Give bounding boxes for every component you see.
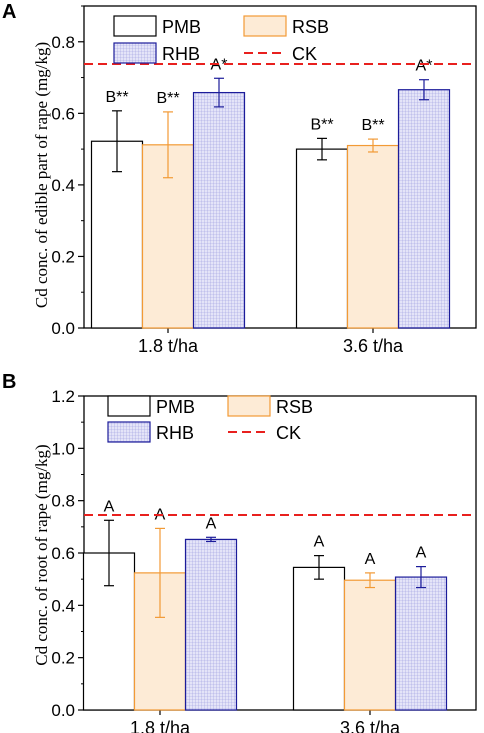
panel-b-significance-label: A <box>416 545 427 562</box>
panel-a-chart: 0.0 0.2 0.4 0.6 0.8 1.8 t/ha 3.6 t/ha B** B** B**… <box>51 5 477 356</box>
panel-a-legend-label: RSB <box>292 17 329 37</box>
panel-a-legend-swatch-pmb <box>113 15 157 37</box>
panel-b-bar-rhb <box>184 538 238 711</box>
panel-a-category-label: 1.8 t/ha <box>138 336 199 356</box>
panel-b-category-label: 1.8 t/ha <box>130 718 191 733</box>
panel-b-significance-label: A <box>365 551 376 568</box>
panel-a-ytick-label: 0.0 <box>51 319 75 338</box>
panel-b-legend-swatch-rsb <box>227 395 271 417</box>
panel-a-plot-frame <box>83 5 477 329</box>
panel-b-legend-label: RHB <box>156 423 194 443</box>
panel-a-category-label: 3.6 t/ha <box>343 336 404 356</box>
panel-a-significance-label: B** <box>310 116 333 133</box>
panel-a-legend-swatch-rsb <box>243 15 287 37</box>
panel-a-letter: A <box>2 1 16 23</box>
panel-a-bar-rhb <box>192 91 246 329</box>
panel-b-significance-label: A <box>104 498 115 515</box>
panel-b-chart: 0.0 0.2 0.4 0.6 0.8 1.0 1.2 1.8 t/ha 3.6 t/ha A A A… <box>51 387 477 733</box>
panel-a-legend-label: RHB <box>162 44 200 64</box>
panel-b-ytick-label: 0.6 <box>51 544 75 563</box>
panel-a-ytick-label: 0.6 <box>51 104 75 123</box>
panel-b-ytick-label: 0.0 <box>51 701 75 720</box>
panel-a-significance-label: B** <box>156 90 179 107</box>
panel-b-ytick-label: 0.8 <box>51 492 75 511</box>
panel-a-ytick-label: 0.4 <box>51 176 75 195</box>
panel-b-category-label: 3.6 t/ha <box>340 718 401 733</box>
panel-a-ytick-label: 0.8 <box>51 33 75 52</box>
panel-b-significance-label: A <box>206 515 217 532</box>
panel-a-legend-label: CK <box>292 44 317 64</box>
panel-a-significance-label: B** <box>361 117 384 134</box>
panel-a-bar-pmb <box>295 148 349 329</box>
panel-b-legend-swatch-pmb <box>107 395 151 417</box>
panel-a-ytick-label: 0.2 <box>51 247 75 266</box>
panel-b-significance-label: A <box>314 534 325 551</box>
panel-b-bar-rhb <box>394 576 448 711</box>
panel-a-significance-label: B** <box>105 89 128 106</box>
panel-b-ytick-label: 1.0 <box>51 439 75 458</box>
panel-a-ylabel: Cd conc. of edible part of rape (mg/kg) <box>32 42 51 308</box>
panel-a-bar-pmb <box>90 140 144 329</box>
panel-b-ytick-label: 0.4 <box>51 596 75 615</box>
panel-b-bar-pmb <box>292 566 346 711</box>
panel-b-legend-label: RSB <box>276 397 313 417</box>
panel-a-significance-label: A* <box>416 58 433 75</box>
panel-a-bar-rsb <box>346 144 400 329</box>
panel-b-bar-rsb <box>343 579 397 711</box>
panel-a-legend-label: PMB <box>162 17 201 37</box>
panel-b-ylabel: Cd conc. of root of rape (mg/kg) <box>32 444 51 665</box>
panel-b-ytick-label: 1.2 <box>51 387 75 406</box>
panel-b-legend-swatch-rhb <box>107 421 151 443</box>
panel-b-legend-label: CK <box>276 423 301 443</box>
panel-b-ytick-label: 0.2 <box>51 649 75 668</box>
panel-b-legend-label: PMB <box>156 397 195 417</box>
panel-b-letter: B <box>2 371 16 393</box>
panel-a-legend-swatch-rhb <box>113 42 157 64</box>
panel-a-bar-rhb <box>397 89 451 329</box>
